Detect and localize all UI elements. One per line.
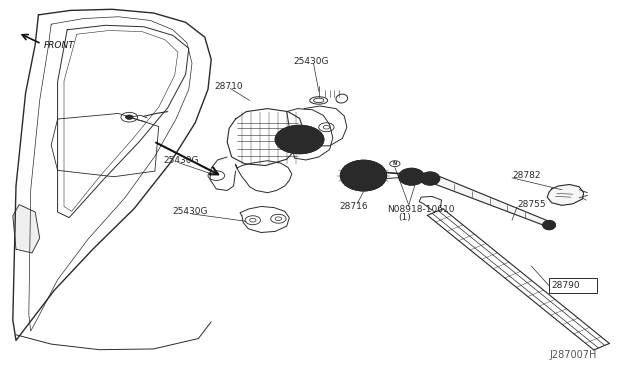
Text: (1): (1) (398, 213, 411, 222)
Circle shape (275, 125, 324, 154)
Text: 28716: 28716 (339, 202, 368, 211)
Text: 28755: 28755 (517, 200, 546, 209)
Polygon shape (547, 185, 584, 205)
Text: N08918-10610: N08918-10610 (387, 205, 454, 214)
Ellipse shape (543, 220, 556, 230)
Ellipse shape (340, 160, 387, 191)
Text: 28790: 28790 (552, 281, 580, 290)
Circle shape (125, 115, 133, 119)
Circle shape (407, 174, 416, 179)
Text: 28710: 28710 (214, 82, 243, 91)
Text: J287007H: J287007H (549, 350, 596, 360)
Text: 25430G: 25430G (173, 207, 208, 216)
Text: 25430G: 25430G (163, 156, 198, 165)
Circle shape (358, 173, 369, 179)
Circle shape (294, 136, 305, 143)
Text: 25430G: 25430G (293, 57, 328, 66)
Polygon shape (13, 205, 40, 253)
Bar (549, 278, 597, 293)
Ellipse shape (420, 172, 440, 185)
Text: 28782: 28782 (512, 171, 541, 180)
Text: FRONT: FRONT (44, 41, 74, 50)
Text: N: N (393, 161, 397, 166)
Ellipse shape (399, 168, 424, 185)
